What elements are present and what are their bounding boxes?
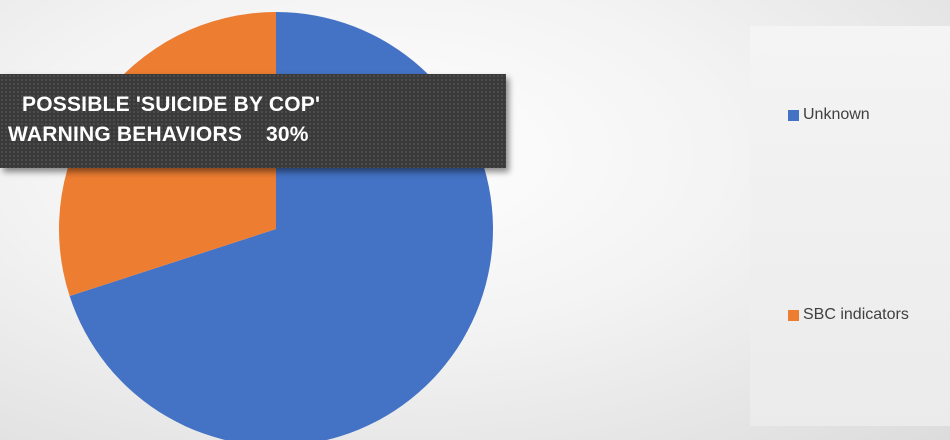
callout-value: 30% <box>266 123 309 146</box>
legend: Unknown SBC indicators <box>750 26 950 426</box>
legend-label-unknown: Unknown <box>803 106 870 123</box>
legend-item-unknown: Unknown <box>788 106 870 124</box>
legend-item-sbc-indicators: SBC indicators <box>788 306 909 324</box>
callout-category-line-2-text: WARNING BEHAVIORS <box>8 123 243 146</box>
legend-label-sbc-indicators: SBC indicators <box>803 306 909 323</box>
legend-swatch-unknown <box>788 109 799 121</box>
callout-category-line-2: WARNING BEHAVIORS 30% <box>0 120 506 150</box>
callout-category-line-1: POSSIBLE 'SUICIDE BY COP' <box>22 93 321 116</box>
legend-swatch-sbc-indicators <box>788 309 799 321</box>
data-label-callout: POSSIBLE 'SUICIDE BY COP' WARNING BEHAVI… <box>0 74 506 168</box>
